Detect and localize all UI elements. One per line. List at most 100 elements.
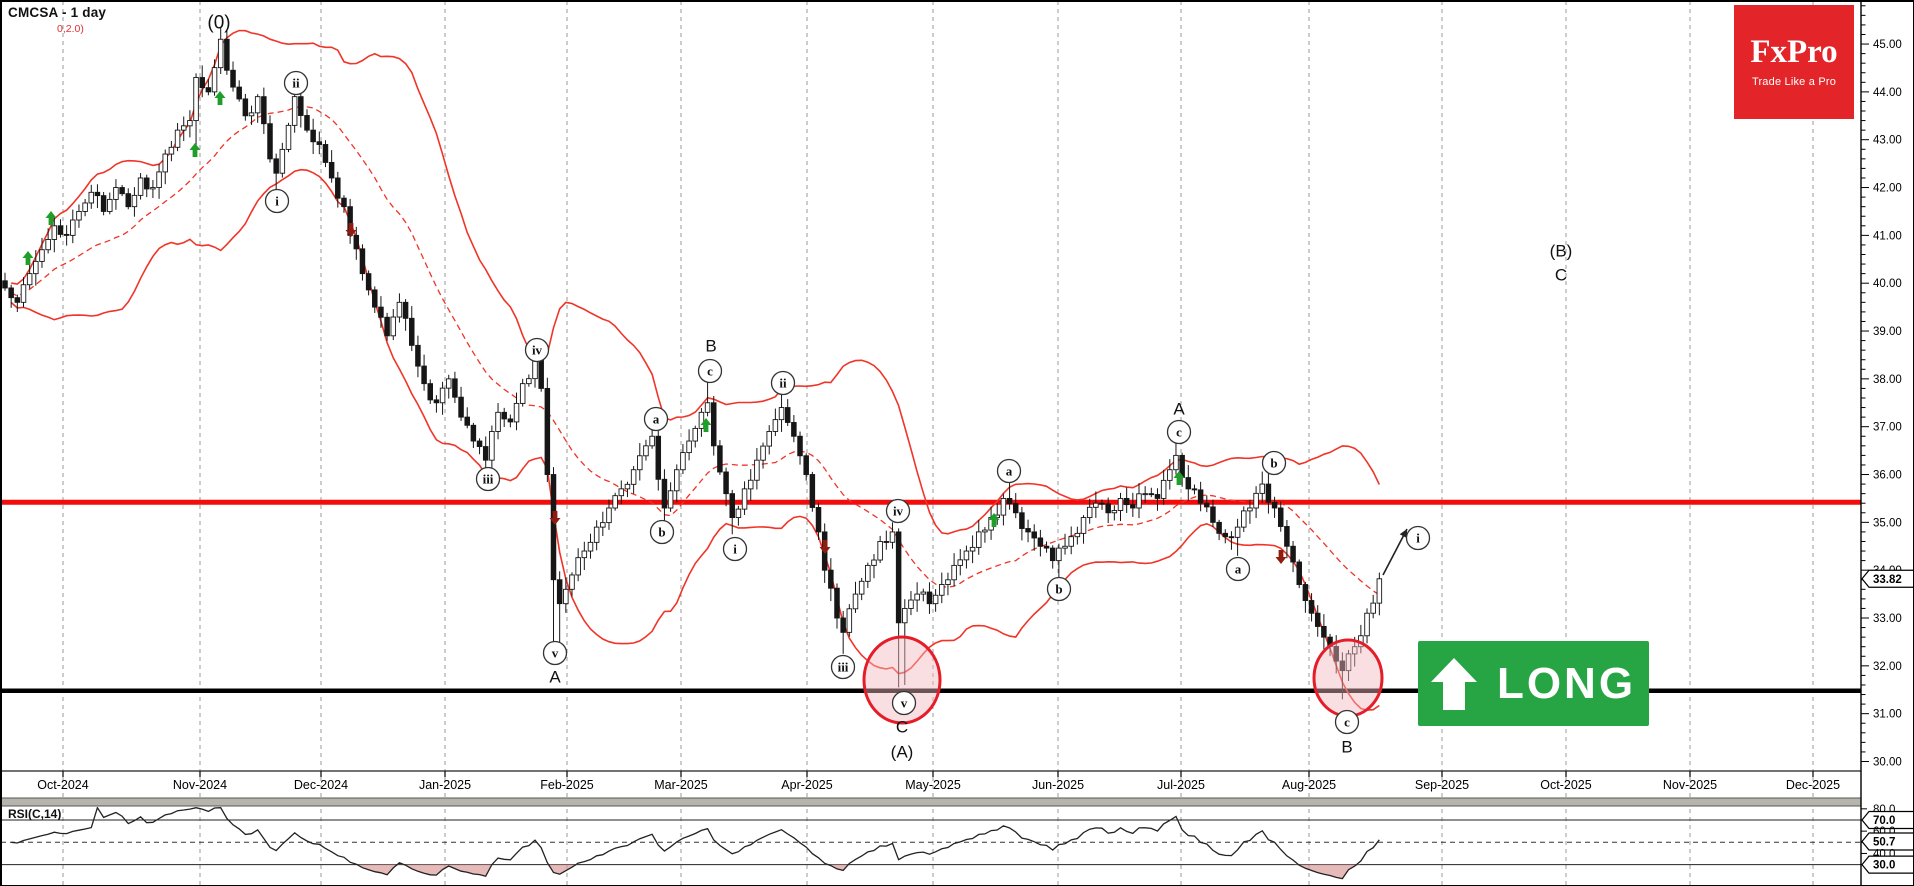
- wave-label-circle: [770, 370, 796, 396]
- candle-bullish: [698, 411, 705, 429]
- candle-bullish: [1173, 454, 1179, 471]
- panel-separator[interactable]: [1, 797, 1914, 807]
- price-axis-strip[interactable]: [1861, 1, 1914, 886]
- price-axis-label: 31.00: [1873, 709, 1902, 721]
- candle-bullish: [692, 427, 699, 442]
- axis-value-badge-text: 30.0: [1873, 860, 1895, 872]
- candle-bullish: [39, 249, 45, 262]
- candle-bearish: [470, 424, 477, 442]
- price-axis-label: 35.00: [1873, 517, 1902, 529]
- wave-label: c: [1344, 715, 1350, 730]
- wave-label: a: [1235, 562, 1242, 577]
- candle-bearish: [501, 411, 507, 420]
- candle-bullish: [150, 187, 156, 190]
- wave-label-circle: [891, 690, 917, 716]
- candle-bullish: [939, 584, 945, 596]
- candle-bullish: [877, 541, 883, 561]
- candle-bullish: [649, 435, 655, 447]
- candle-bearish: [205, 87, 212, 93]
- candle-bearish: [1265, 483, 1272, 503]
- candle-bullish: [846, 608, 853, 633]
- wave-label: i: [733, 542, 737, 557]
- candle-bearish: [1043, 545, 1050, 549]
- candle-bearish: [1296, 561, 1302, 585]
- price-axis-label: 33.00: [1873, 613, 1902, 625]
- sell-arrow-icon: [345, 223, 357, 237]
- wave-label: c: [1176, 425, 1182, 440]
- candle-bullish: [131, 194, 138, 208]
- candle-bullish: [526, 378, 532, 385]
- candle-bearish: [421, 365, 427, 385]
- candle-bearish: [402, 301, 409, 319]
- price-axis-label: 41.00: [1873, 230, 1902, 242]
- candle-bullish: [1074, 532, 1081, 538]
- timeframe-label: 1 day: [70, 5, 107, 20]
- wave-label-circle: [475, 466, 501, 492]
- candle-bearish: [1204, 502, 1210, 508]
- wave-label: a: [1006, 464, 1013, 479]
- wave-label: i: [1416, 531, 1420, 546]
- candle-bearish: [427, 383, 433, 401]
- wave-label: b: [658, 525, 665, 540]
- candle-bearish: [1037, 537, 1044, 547]
- candle-bullish: [1136, 493, 1142, 509]
- candle-bearish: [1302, 584, 1309, 601]
- buy-arrow-icon: [214, 91, 226, 105]
- month-label: Apr-2025: [781, 778, 832, 792]
- candle-bearish: [1290, 545, 1296, 563]
- candle-bearish: [1228, 536, 1235, 539]
- axis-value-badge: [1861, 569, 1913, 588]
- candle-bullish: [858, 580, 865, 595]
- candle-bullish: [217, 38, 224, 69]
- candle-bullish: [1142, 493, 1148, 496]
- candle-bullish: [396, 301, 403, 318]
- candle-bullish: [1253, 492, 1259, 509]
- wave-label: a: [653, 412, 660, 427]
- candle-bearish: [119, 187, 125, 195]
- candle-bullish: [914, 593, 920, 601]
- candle-bullish: [902, 607, 908, 624]
- axis-value-badge-text: 33.82: [1873, 574, 1902, 586]
- candle-bullish: [1068, 536, 1074, 547]
- candle-bullish: [1086, 506, 1093, 519]
- candle-bullish: [1167, 469, 1173, 481]
- candle-bearish: [717, 445, 723, 473]
- candle-bearish: [464, 416, 470, 426]
- candle-bullish: [686, 440, 692, 454]
- candle-bullish: [618, 488, 625, 497]
- candle-bullish: [168, 146, 175, 155]
- candle-bullish: [852, 593, 859, 610]
- candle-bearish: [550, 474, 557, 581]
- candle-bullish: [600, 522, 606, 528]
- candle-bullish: [735, 508, 742, 519]
- wave-label: iii: [838, 660, 849, 675]
- candle-bullish: [637, 455, 643, 471]
- candle-bullish: [581, 550, 588, 559]
- candle-bullish: [495, 411, 501, 432]
- candle-bearish: [1185, 477, 1192, 490]
- candle-bearish: [1148, 493, 1155, 496]
- candle-bullish: [612, 495, 618, 509]
- candle-bearish: [409, 317, 415, 346]
- wave-label-circle: [524, 337, 550, 363]
- candle-bearish: [840, 617, 846, 633]
- candle-bearish: [230, 69, 236, 88]
- wave-label: iv: [532, 343, 543, 358]
- candle-bullish: [920, 591, 927, 595]
- price-axis-label: 39.00: [1873, 326, 1902, 338]
- candle-bullish: [945, 579, 951, 585]
- candle-bearish: [1099, 502, 1105, 505]
- candle-bearish: [199, 77, 205, 89]
- candle-bullish: [1376, 578, 1383, 604]
- candle-bearish: [316, 141, 323, 145]
- candle-bullish: [107, 198, 113, 212]
- price-axis-label: 37.00: [1873, 422, 1902, 434]
- sell-arrow-icon: [1275, 550, 1287, 564]
- wave-label: iv: [893, 504, 904, 519]
- candle-bullish: [156, 171, 162, 188]
- candle-bullish: [957, 559, 964, 566]
- wave-label: C: [1555, 266, 1567, 285]
- candle-bearish: [1308, 600, 1315, 614]
